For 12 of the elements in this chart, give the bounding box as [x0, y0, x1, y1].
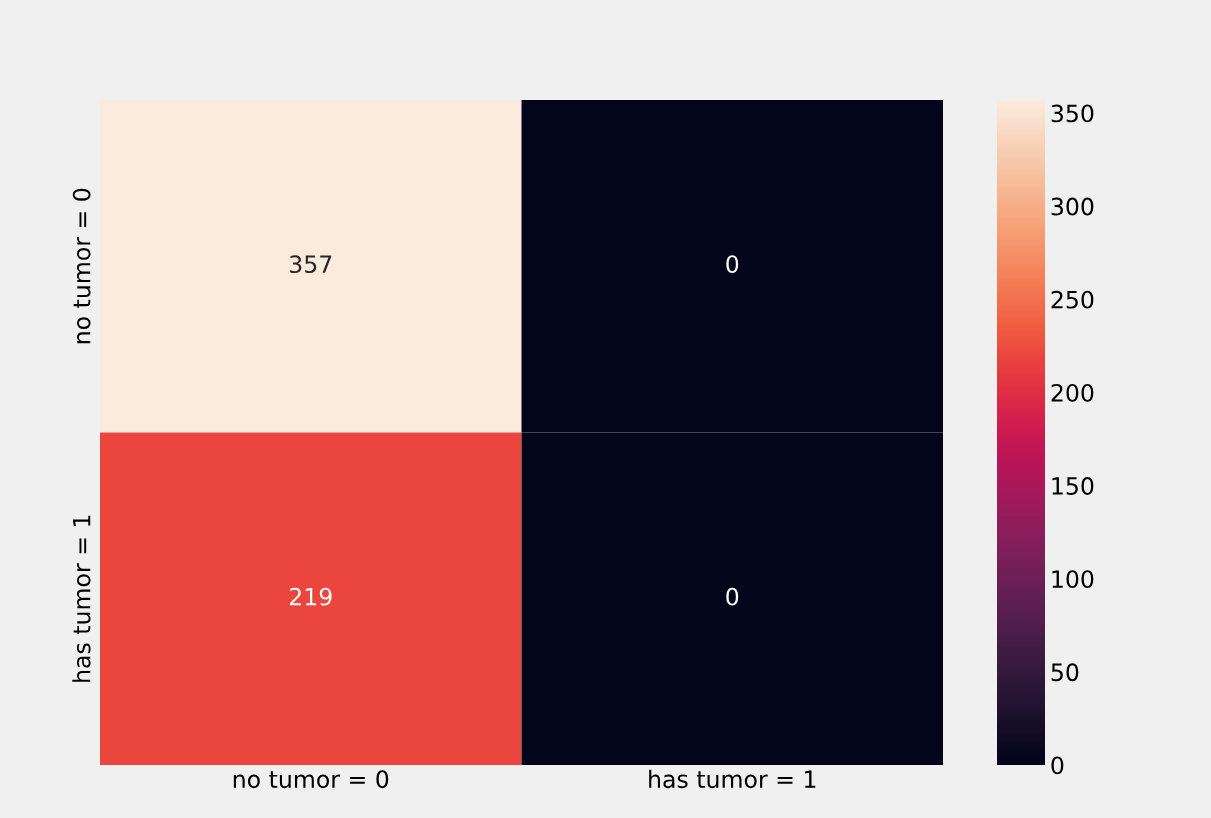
- color-bar-label: 50: [1051, 663, 1079, 682]
- data-label: 0: [726, 255, 739, 274]
- color-bar-label: 200: [1051, 383, 1094, 402]
- color-bar-label: 150: [1052, 477, 1094, 495]
- data-label: 219: [289, 587, 332, 606]
- color-bar-label: 300: [1051, 197, 1094, 216]
- data-label: 0: [726, 587, 739, 606]
- data-label: 357: [290, 255, 332, 274]
- color-bar-label: 250: [1051, 290, 1094, 309]
- color-bar-label: 0: [1051, 756, 1064, 775]
- color-bar-label: 350: [1051, 104, 1094, 123]
- color-bar-label: 100: [1052, 570, 1094, 589]
